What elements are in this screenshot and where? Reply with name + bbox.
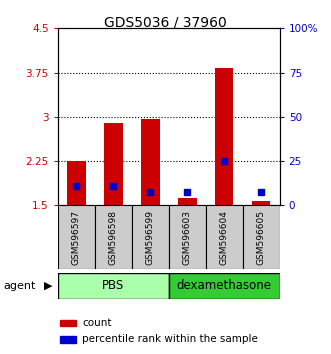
Bar — [58, 273, 169, 299]
Bar — [252, 201, 270, 205]
Bar — [169, 205, 206, 269]
Bar — [169, 273, 280, 299]
Text: count: count — [82, 318, 112, 328]
Bar — [58, 205, 95, 269]
Text: percentile rank within the sample: percentile rank within the sample — [82, 335, 258, 344]
Bar — [95, 205, 132, 269]
Bar — [104, 123, 122, 205]
Bar — [141, 119, 160, 205]
Bar — [206, 205, 243, 269]
Text: ▶: ▶ — [44, 281, 52, 291]
Bar — [243, 205, 280, 269]
Text: GSM596597: GSM596597 — [72, 210, 81, 265]
Text: dexamethasone: dexamethasone — [177, 279, 272, 292]
Bar — [60, 336, 76, 343]
Text: GSM596599: GSM596599 — [146, 210, 155, 265]
Bar — [67, 161, 86, 205]
Text: agent: agent — [3, 281, 36, 291]
Bar — [60, 320, 76, 326]
Text: GDS5036 / 37960: GDS5036 / 37960 — [104, 16, 227, 30]
Text: GSM596598: GSM596598 — [109, 210, 118, 265]
Text: GSM596603: GSM596603 — [183, 210, 192, 265]
Text: GSM596605: GSM596605 — [257, 210, 266, 265]
Bar — [178, 198, 197, 205]
Text: PBS: PBS — [102, 279, 124, 292]
Bar — [215, 68, 233, 205]
Text: GSM596604: GSM596604 — [220, 210, 229, 265]
Bar — [132, 205, 169, 269]
